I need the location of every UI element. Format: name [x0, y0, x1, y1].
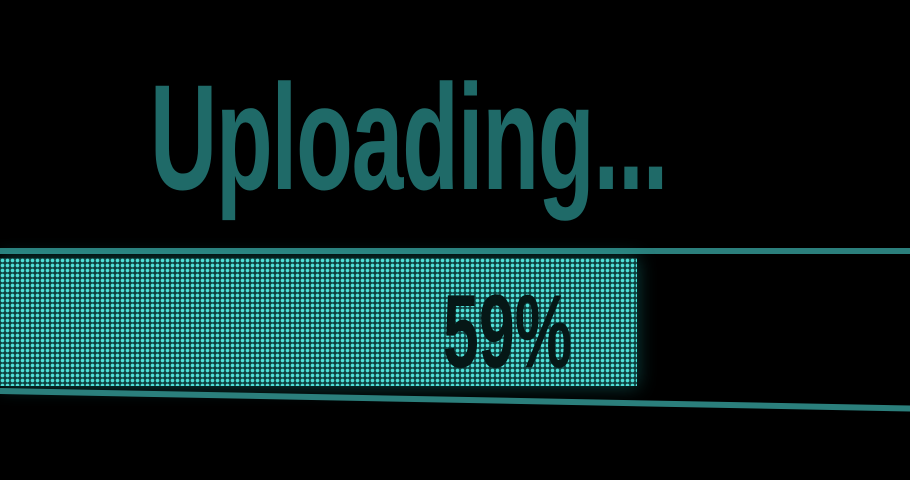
progress-percent-label: 59%	[443, 274, 573, 390]
progress-rail-bottom	[0, 388, 910, 413]
uploading-title: Uploading...	[150, 53, 668, 221]
progress-fill	[0, 258, 637, 386]
progress-rail-top	[0, 248, 910, 254]
progress-bar	[0, 258, 910, 386]
